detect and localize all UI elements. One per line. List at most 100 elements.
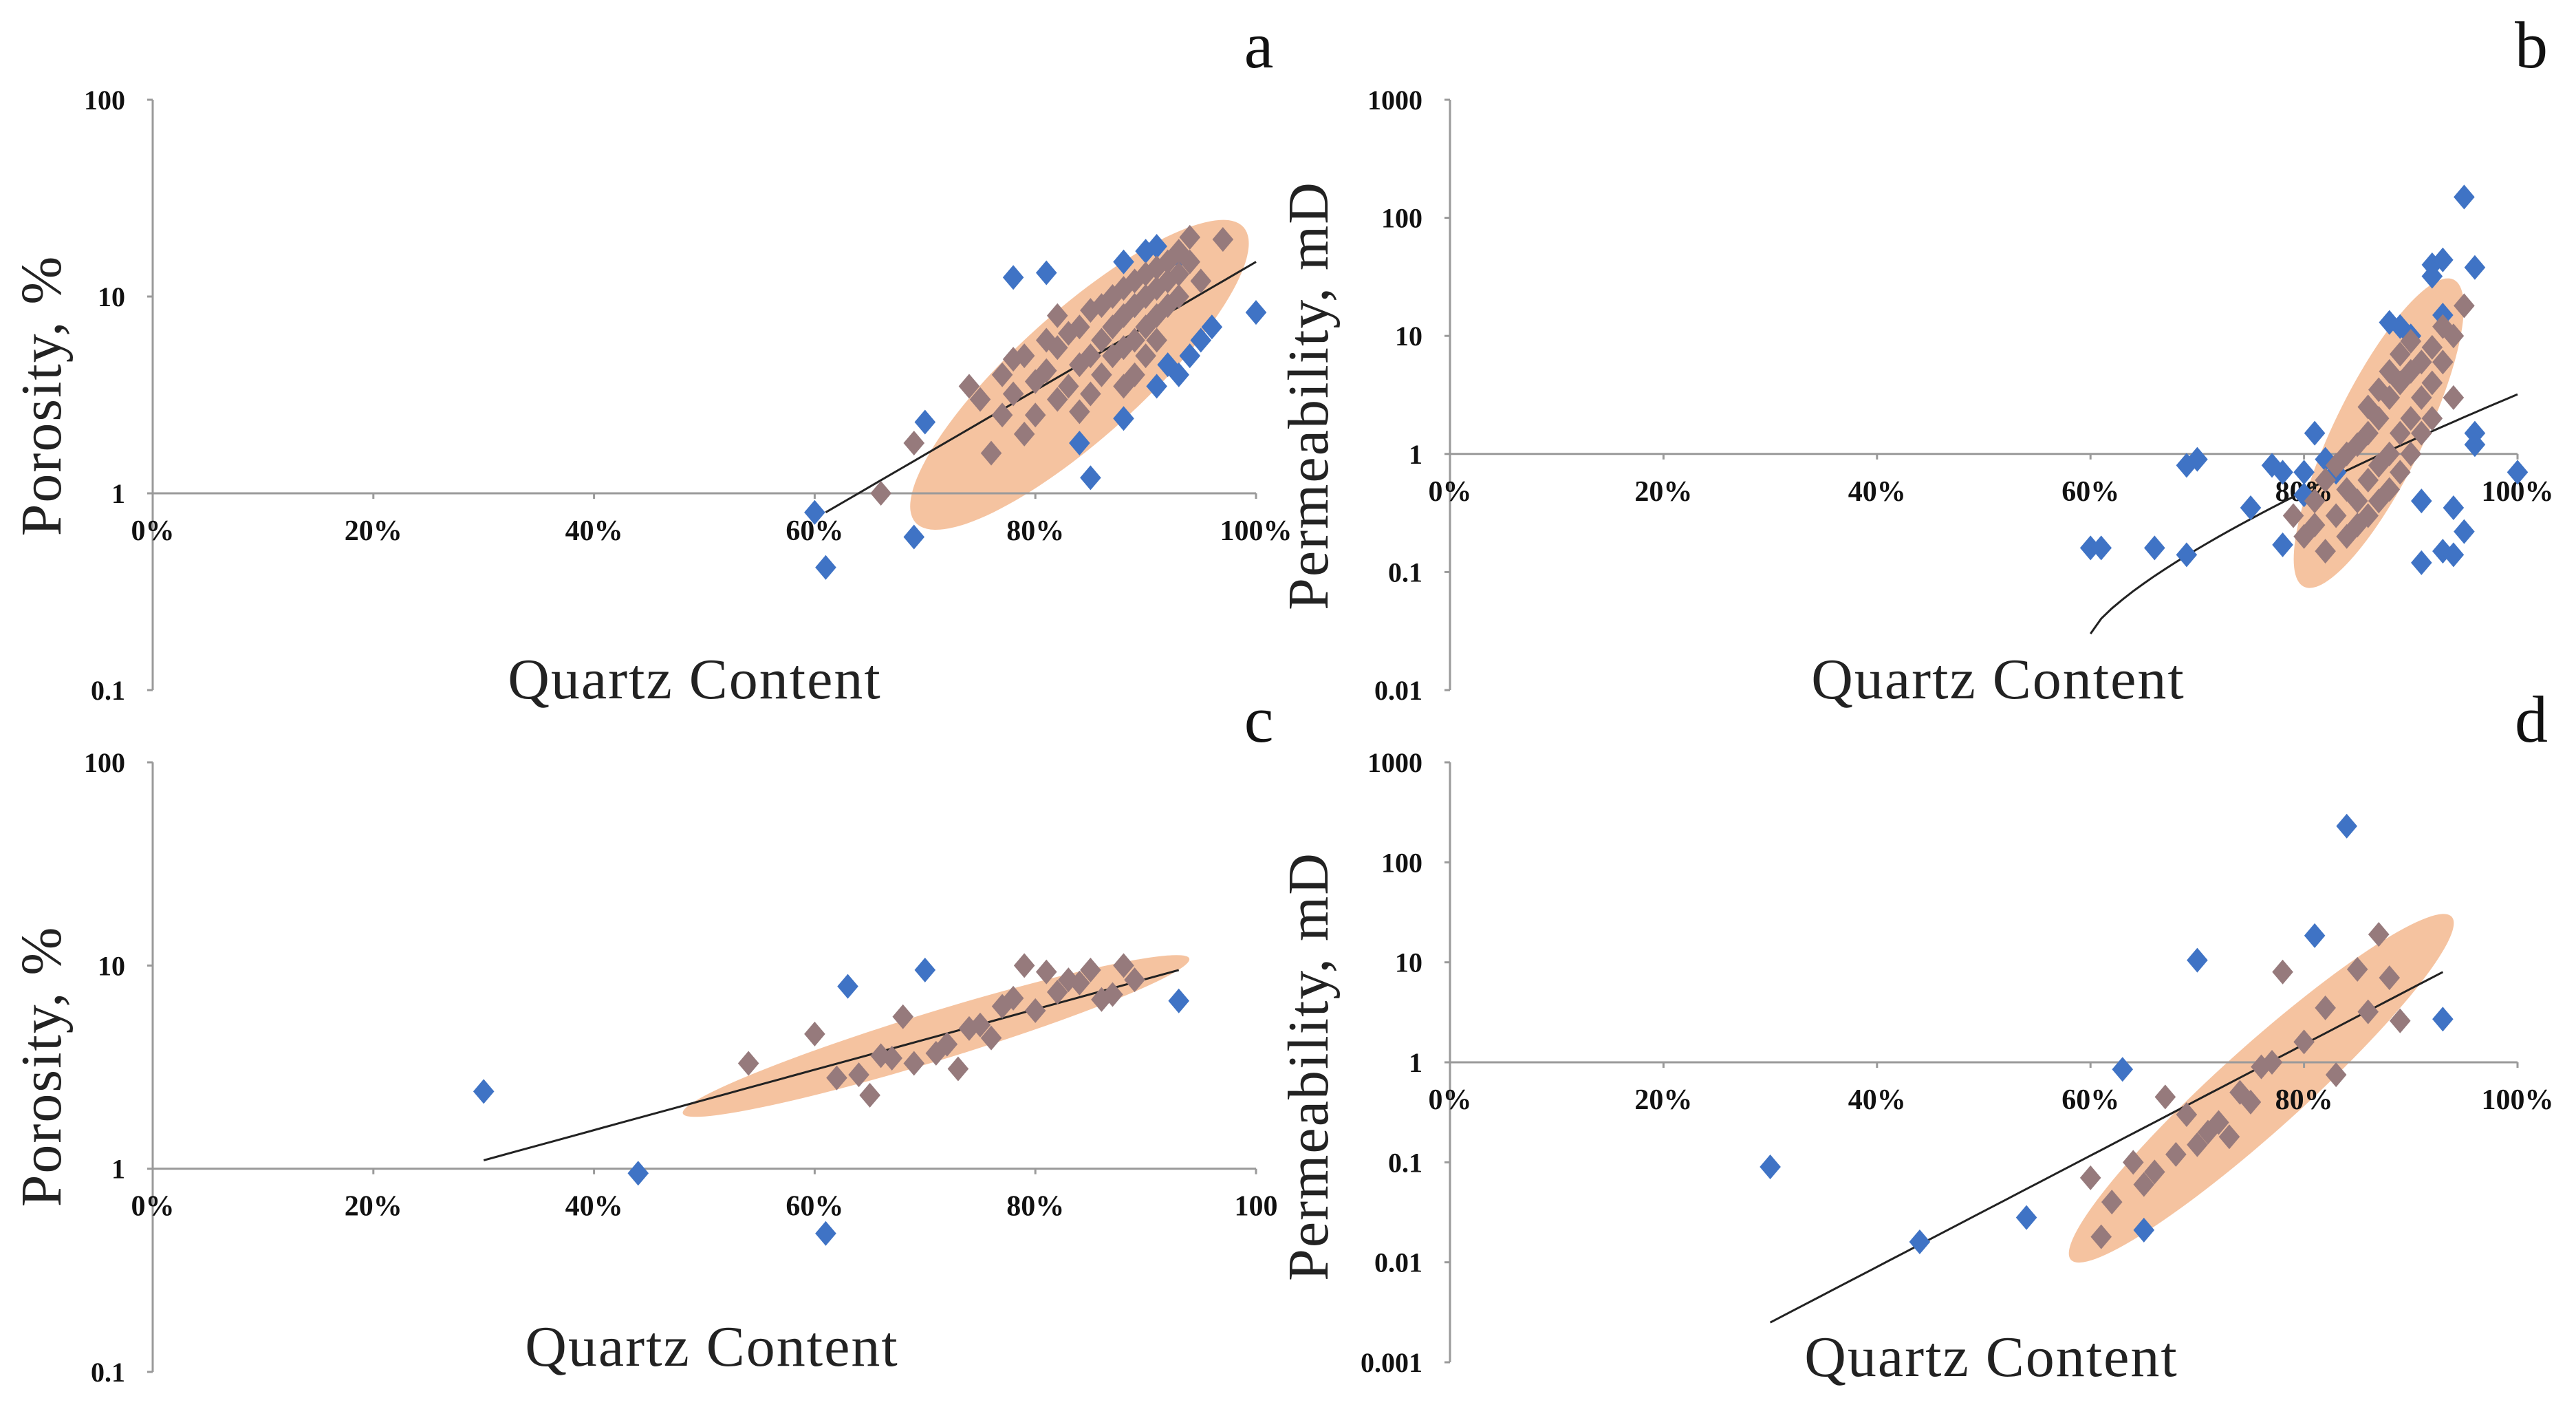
data-point bbox=[1201, 314, 1223, 340]
data-point-inside-cluster bbox=[1146, 327, 1167, 353]
data-point-inside-cluster bbox=[2389, 420, 2411, 446]
x-tick-label: 20% bbox=[345, 515, 402, 547]
data-point-inside-cluster bbox=[2443, 385, 2465, 410]
data-point-inside-cluster bbox=[1212, 227, 1234, 253]
data-point bbox=[2144, 535, 2165, 561]
data-point bbox=[2240, 495, 2262, 521]
data-point-inside-cluster bbox=[2432, 350, 2454, 375]
data-point-inside-cluster bbox=[2325, 503, 2347, 528]
data-point bbox=[1035, 260, 1057, 286]
trend-line bbox=[483, 969, 1180, 1161]
data-point-inside-cluster bbox=[2325, 453, 2347, 478]
cluster-ellipse bbox=[2068, 914, 2454, 1263]
x-tick-label: 40% bbox=[565, 1191, 623, 1223]
data-point-inside-cluster bbox=[881, 1045, 902, 1071]
data-point bbox=[2464, 432, 2486, 458]
x-tick-label: 60% bbox=[786, 1191, 843, 1223]
data-point bbox=[815, 555, 836, 580]
x-axis-title: Quartz Content bbox=[508, 647, 882, 711]
y-tick-label: 1000 bbox=[1367, 85, 1422, 116]
data-point-inside-cluster bbox=[2101, 1190, 2123, 1215]
y-tick-label: 1 bbox=[111, 1154, 125, 1185]
y-tick-label: 0.1 bbox=[91, 675, 125, 706]
data-point-inside-cluster bbox=[2443, 323, 2465, 349]
y-tick-label: 0.001 bbox=[1361, 1347, 1422, 1378]
y-axis-title: Permeability, mD bbox=[1277, 181, 1341, 610]
data-point bbox=[2187, 947, 2208, 973]
data-point-inside-cluster bbox=[2336, 524, 2357, 549]
data-point-inside-cluster bbox=[2325, 1062, 2347, 1088]
data-point bbox=[2411, 550, 2432, 575]
data-point bbox=[1146, 374, 1167, 399]
data-point bbox=[1909, 1229, 1931, 1255]
data-point-inside-cluster bbox=[1168, 261, 1190, 287]
data-point-inside-cluster bbox=[2304, 513, 2326, 538]
data-point-inside-cluster bbox=[1102, 343, 1123, 369]
data-point bbox=[2315, 447, 2336, 472]
data-point-inside-cluster bbox=[2421, 406, 2443, 431]
data-point-inside-cluster bbox=[2400, 358, 2422, 384]
data-point bbox=[1760, 1154, 1781, 1179]
trend-line bbox=[1769, 971, 2444, 1324]
data-point bbox=[914, 957, 936, 982]
data-point-inside-cluster bbox=[2176, 1102, 2198, 1127]
data-point bbox=[804, 500, 825, 525]
panel-letter: d bbox=[2515, 683, 2548, 756]
x-axis-title: Quartz Content bbox=[1804, 1325, 2178, 1389]
x-tick-label: 0% bbox=[131, 515, 175, 547]
data-point bbox=[2443, 495, 2465, 521]
data-point-inside-cluster bbox=[2165, 1141, 2187, 1167]
data-point-inside-cluster bbox=[947, 1056, 969, 1082]
y-tick-label: 0.1 bbox=[1388, 1147, 1422, 1178]
data-point bbox=[1069, 430, 1090, 455]
data-point-inside-cluster bbox=[1091, 362, 1112, 387]
data-point-inside-cluster bbox=[1046, 387, 1068, 412]
data-point-inside-cluster bbox=[2357, 420, 2379, 446]
data-point-inside-cluster bbox=[2389, 460, 2411, 485]
data-point bbox=[2304, 923, 2326, 948]
data-point-inside-cluster bbox=[2346, 432, 2368, 458]
data-point bbox=[473, 1079, 495, 1104]
data-point-inside-cluster bbox=[2389, 1008, 2411, 1033]
data-point bbox=[914, 409, 936, 435]
data-point-inside-cluster bbox=[2336, 441, 2357, 466]
x-tick-label: 60% bbox=[2061, 1084, 2119, 1116]
y-tick-label: 0.1 bbox=[91, 1357, 125, 1388]
data-point-inside-cluster bbox=[2187, 1132, 2208, 1157]
data-point bbox=[2304, 420, 2326, 446]
data-point-inside-cluster bbox=[1046, 303, 1068, 328]
y-tick-label: 0.01 bbox=[1374, 1247, 1422, 1278]
data-point-inside-cluster bbox=[737, 1051, 759, 1076]
data-point bbox=[2454, 519, 2475, 544]
data-point-inside-cluster bbox=[1113, 953, 1134, 978]
y-axis-title: Porosity, % bbox=[10, 926, 74, 1207]
x-axis-title: Quartz Content bbox=[525, 1315, 899, 1379]
y-tick-label: 100 bbox=[84, 747, 125, 778]
y-tick-label: 1 bbox=[111, 478, 125, 509]
x-tick-label: 80% bbox=[2275, 1084, 2333, 1116]
data-point-inside-cluster bbox=[2379, 385, 2401, 410]
data-point-inside-cluster bbox=[2346, 513, 2368, 538]
data-point-inside-cluster bbox=[2261, 1050, 2283, 1075]
data-point-inside-cluster bbox=[980, 1025, 1002, 1051]
y-tick-label: 10 bbox=[98, 950, 125, 981]
data-point-inside-cluster bbox=[1013, 343, 1035, 369]
x-tick-label: 100% bbox=[2482, 1084, 2554, 1116]
data-point-inside-cluster bbox=[1013, 421, 1035, 447]
data-point-inside-cluster bbox=[2090, 1224, 2112, 1249]
data-point-inside-cluster bbox=[1069, 314, 1090, 340]
data-point bbox=[2090, 535, 2112, 561]
panel-letter: a bbox=[1244, 8, 1274, 82]
data-point-inside-cluster bbox=[2346, 956, 2368, 982]
data-point bbox=[2507, 460, 2529, 485]
data-point-inside-cluster bbox=[2272, 959, 2293, 985]
x-tick-label: 80% bbox=[1006, 1191, 1064, 1223]
x-axis-title: Quartz Content bbox=[1811, 647, 2185, 711]
data-point-inside-cluster bbox=[1002, 347, 1024, 372]
data-point bbox=[2336, 813, 2357, 839]
data-point-inside-cluster bbox=[958, 374, 980, 399]
data-point bbox=[815, 1221, 836, 1246]
data-point-inside-cluster bbox=[2411, 420, 2432, 446]
